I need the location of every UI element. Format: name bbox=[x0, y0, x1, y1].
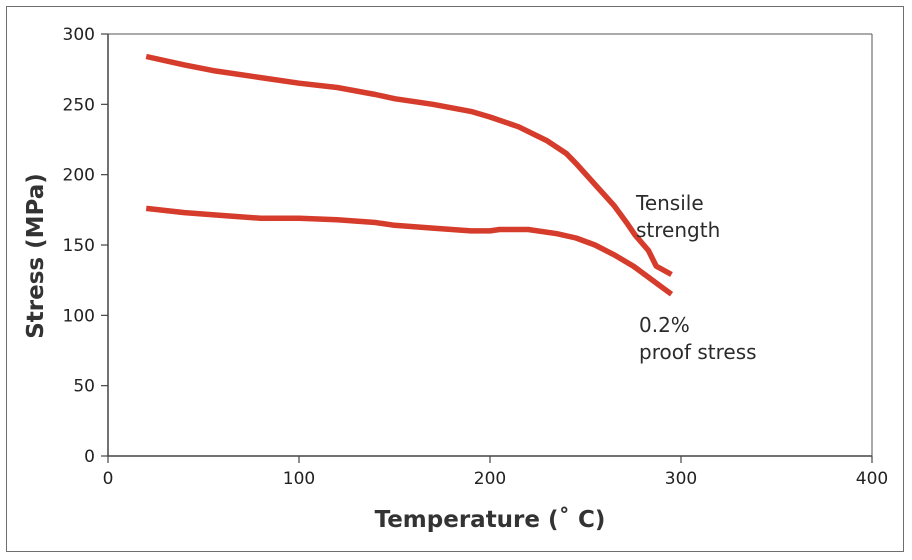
series-label-proof-line-2: proof stress bbox=[639, 340, 757, 364]
x-tick-label: 100 bbox=[283, 469, 315, 489]
x-tick-label: 200 bbox=[474, 469, 506, 489]
y-axis-ticks: 0 50 100 150 200 250 300 bbox=[63, 25, 108, 467]
x-tick-label: 300 bbox=[665, 469, 697, 489]
series-line-tensile-strength bbox=[145, 53, 673, 277]
series-label-proof-line-1: 0.2% bbox=[639, 313, 690, 337]
y-tick-label: 250 bbox=[63, 95, 95, 115]
series-label-proof-stress: 0.2% proof stress bbox=[639, 313, 757, 364]
y-tick-label: 0 bbox=[84, 447, 95, 467]
x-tick-label: 400 bbox=[856, 469, 888, 489]
y-tick-label: 300 bbox=[63, 25, 95, 45]
y-axis-title: Stress (MPa) bbox=[23, 173, 49, 339]
series-label-tensile-line-1: Tensile bbox=[635, 191, 704, 215]
y-tick-label: 200 bbox=[63, 166, 95, 186]
series-label-tensile-line-2: strength bbox=[636, 218, 720, 242]
x-tick-label: 0 bbox=[103, 469, 114, 489]
y-tick-label: 150 bbox=[63, 236, 95, 256]
y-tick-label: 100 bbox=[63, 306, 95, 326]
x-axis-title: Temperature (˚ C) bbox=[375, 506, 606, 533]
y-tick-label: 50 bbox=[73, 377, 95, 397]
chart-frame bbox=[6, 6, 904, 552]
series-layer bbox=[145, 53, 674, 297]
series-line-proof-stress bbox=[145, 205, 674, 297]
series-label-tensile-strength: Tensile strength bbox=[635, 191, 720, 242]
x-axis-ticks: 0 100 200 300 400 bbox=[103, 456, 888, 489]
